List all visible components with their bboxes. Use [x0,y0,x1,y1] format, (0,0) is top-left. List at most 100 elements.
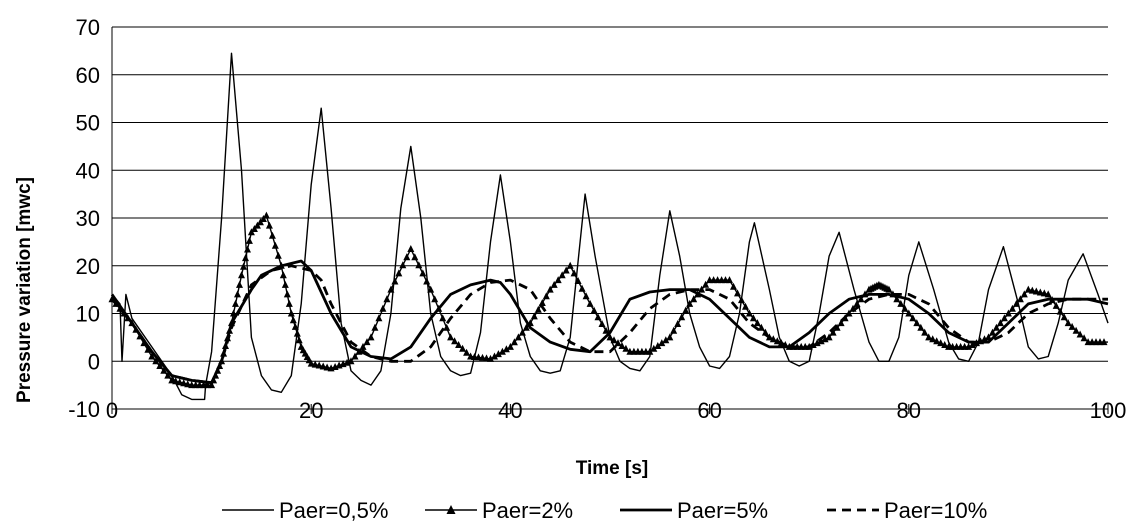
series-marker [281,280,289,288]
series-marker [1060,313,1068,321]
series-marker [1056,307,1064,315]
series-marker [969,341,976,348]
series-marker [921,328,929,336]
series-marker [236,280,243,288]
series-marker [395,269,403,277]
y-tick-label: 20 [76,254,100,279]
series-marker [160,366,168,374]
series-marker [550,280,558,288]
series-marker [833,323,841,331]
series-marker [992,323,1000,331]
series-marker [825,333,833,341]
series-marker [734,289,741,297]
series-marker [981,335,988,343]
legend-marker [446,505,456,514]
series-marker [391,277,399,285]
series-marker [242,254,249,262]
series-marker [566,261,574,269]
series-marker [152,357,160,365]
series-marker [730,282,737,290]
series-marker [293,329,301,337]
series-marker [554,276,562,284]
series-marker [590,306,598,314]
series-marker [240,262,247,270]
series-marker [514,333,522,341]
series-marker [933,337,941,345]
series-marker [274,251,282,259]
series-marker [268,231,276,239]
series-marker [411,253,419,261]
series-marker [387,285,395,293]
series-marker [238,271,245,279]
legend-label-3: Paer=10% [884,498,987,523]
series-marker [403,253,411,261]
series-marker [1040,289,1048,297]
legend-label-0: Paer=0,5% [279,498,388,523]
series-marker [662,336,670,344]
series-marker [1028,286,1036,294]
y-tick-label: 60 [76,63,100,88]
series-marker [455,341,463,348]
legend: Paer=0,5% Paer=2% Paer=5% Paer=10% [222,498,987,523]
series-marker [742,302,749,310]
series-marker [598,320,606,327]
series-marker [164,371,172,379]
series-line-2 [110,259,1109,385]
series-marker [654,342,662,349]
series-marker [279,271,287,279]
series-marker [491,352,498,360]
series-marker [1100,338,1108,346]
series-marker [885,285,893,293]
series-marker [534,305,542,313]
series-line-1 [111,214,1108,386]
series-marker [682,306,690,314]
series-marker [311,360,319,368]
series-marker [996,319,1004,327]
series-marker [506,342,514,350]
series-marker [291,322,299,330]
series-marker [262,211,270,219]
series-marker [399,261,407,269]
series-marker [817,337,825,345]
series-marker [702,280,710,288]
series-marker [757,323,765,331]
series-marker [244,245,251,253]
series-marker [941,341,949,348]
series-marker [431,295,439,303]
series-marker [1020,290,1028,298]
series-marker [295,336,303,344]
series-marker [1004,309,1012,317]
series-marker [646,347,654,355]
series-marker [234,290,241,298]
series-marker [1044,290,1052,298]
series-marker [323,363,331,371]
series-marker [753,319,761,327]
series-marker [837,319,845,327]
series-marker [1064,319,1072,327]
series-marker [315,361,323,369]
series-marker [578,284,586,292]
series-marker [443,323,451,331]
series-marker [1068,322,1076,330]
series-marker [610,336,618,344]
series-marker [602,326,610,334]
series-marker [925,333,933,341]
series-marker [594,313,602,321]
series-marker [909,314,917,322]
series-marker [530,312,538,320]
series-marker [558,271,566,279]
series-marker [463,348,471,356]
series-marker [562,266,570,274]
series-marker [459,344,467,352]
series-marker [283,290,291,298]
y-tick-label: 40 [76,158,100,183]
series-marker [989,328,996,336]
series-marker [937,339,945,347]
series-marker [307,359,315,367]
series-marker [1024,285,1032,293]
series-marker [897,299,905,307]
series-marker [232,299,239,307]
y-tick-label: -10 [68,397,100,422]
series-marker [726,276,733,284]
series-marker [487,354,494,362]
